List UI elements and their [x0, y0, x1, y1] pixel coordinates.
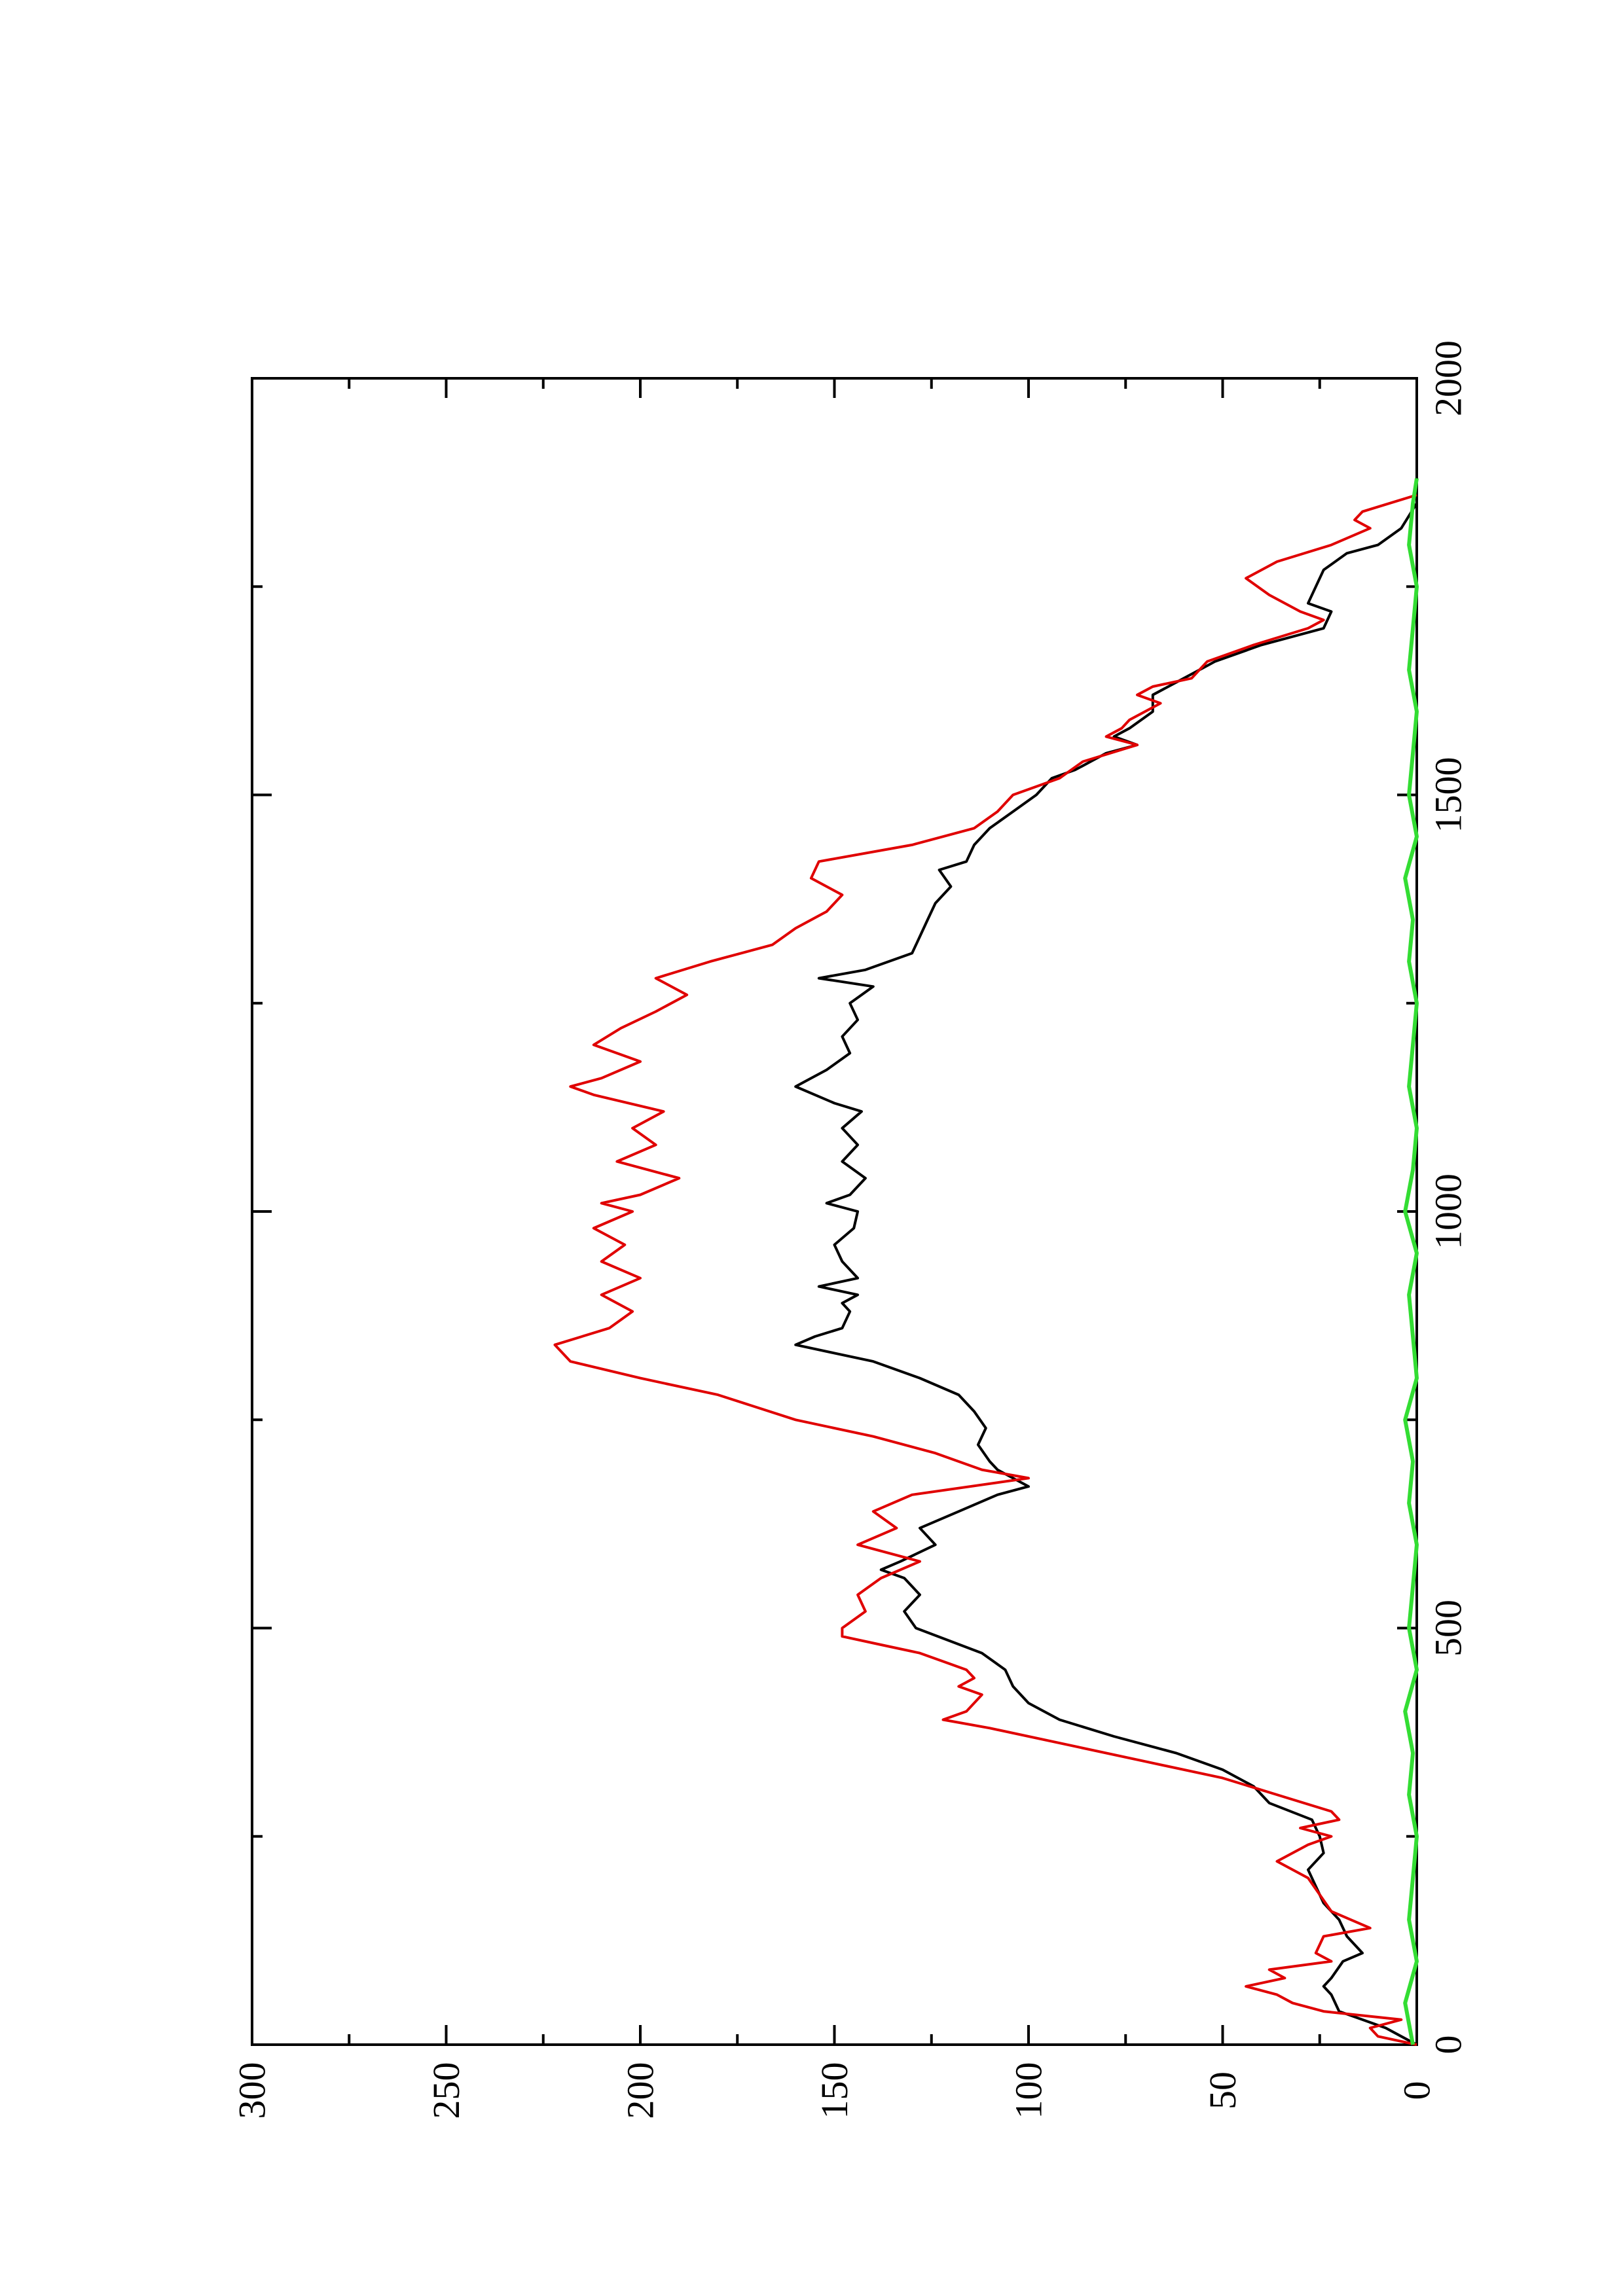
y-tick-label: 150	[813, 2062, 856, 2119]
axis-ticks	[251, 377, 1418, 2046]
x-tick-label: 0	[1427, 2036, 1470, 2054]
series-line-3	[1403, 478, 1419, 2045]
axis-tick-labels: 0 500 1000 1500 2000 0 50 100 150 200 250 300	[231, 340, 1470, 2119]
y-tick-label: 250	[425, 2062, 467, 2119]
y-tick-label: 300	[231, 2062, 274, 2119]
y-tick-label: 0	[1396, 2081, 1438, 2100]
x-tick-label: 1500	[1427, 757, 1470, 833]
series-lines	[553, 478, 1419, 2046]
x-tick-label: 500	[1427, 1600, 1470, 1657]
x-tick-label: 2000	[1427, 340, 1470, 416]
y-tick-label: 50	[1201, 2072, 1244, 2109]
y-tick-label: 100	[1008, 2062, 1050, 2119]
x-tick-label: 1000	[1427, 1174, 1470, 1249]
series-line-1	[794, 502, 1418, 2046]
y-tick-label: 200	[619, 2062, 662, 2119]
series-line-2	[553, 493, 1417, 2046]
plot-frame	[251, 377, 1418, 2046]
